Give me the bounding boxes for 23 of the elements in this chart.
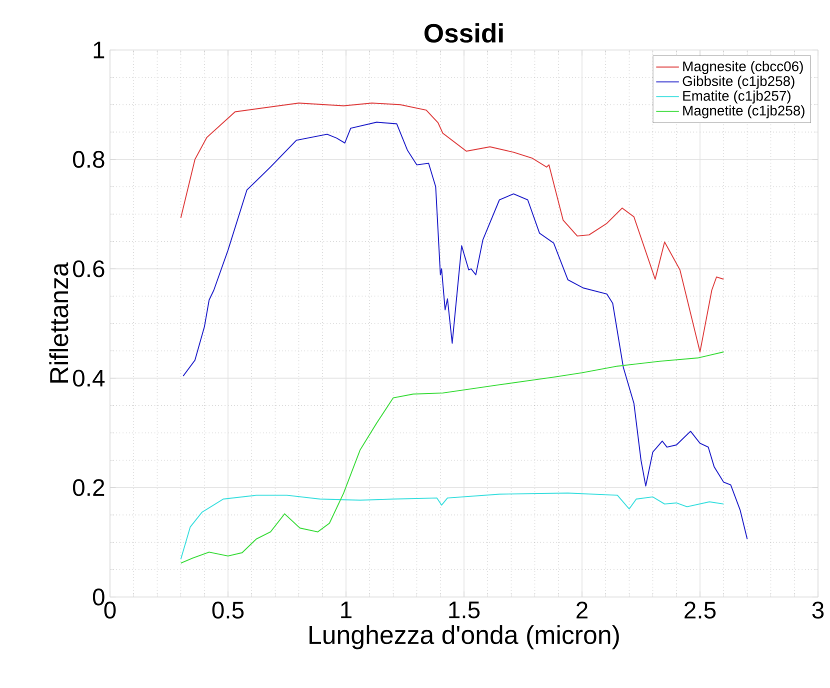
legend-label: Magnesite (cbcc06) <box>683 61 803 74</box>
x-tick-label: 2.5 <box>684 602 716 619</box>
x-tick-label: 2 <box>576 602 588 618</box>
x-axis-title: Lunghezza d'onda (micron) <box>310 625 619 650</box>
line-series <box>182 122 748 540</box>
y-tick-label: 0.6 <box>73 260 104 278</box>
y-tick-label: 1 <box>94 42 104 58</box>
y-axis-title: Riflettanza <box>49 262 68 383</box>
legend-label: Magnetite (c1jb258) <box>683 105 804 118</box>
line-series <box>180 351 724 564</box>
legend-label: Ematite (c1jb257) <box>683 90 790 104</box>
y-tick-label: 0.2 <box>73 479 104 496</box>
y-tick-label: 0 <box>92 588 104 606</box>
x-tick-label: 0.5 <box>212 602 244 619</box>
x-tick-label: 3 <box>812 602 824 619</box>
x-tick-label: 1 <box>341 602 352 618</box>
legend-label: Gibbsite (c1jb258) <box>682 76 794 89</box>
line-series <box>180 492 724 560</box>
y-tick-label: 0.4 <box>73 370 105 387</box>
x-tick-label: 0 <box>104 602 116 619</box>
y-tick-label: 0.8 <box>73 150 104 168</box>
chart-title: Ossidi <box>424 23 503 43</box>
x-tick-label: 1.5 <box>449 602 480 618</box>
